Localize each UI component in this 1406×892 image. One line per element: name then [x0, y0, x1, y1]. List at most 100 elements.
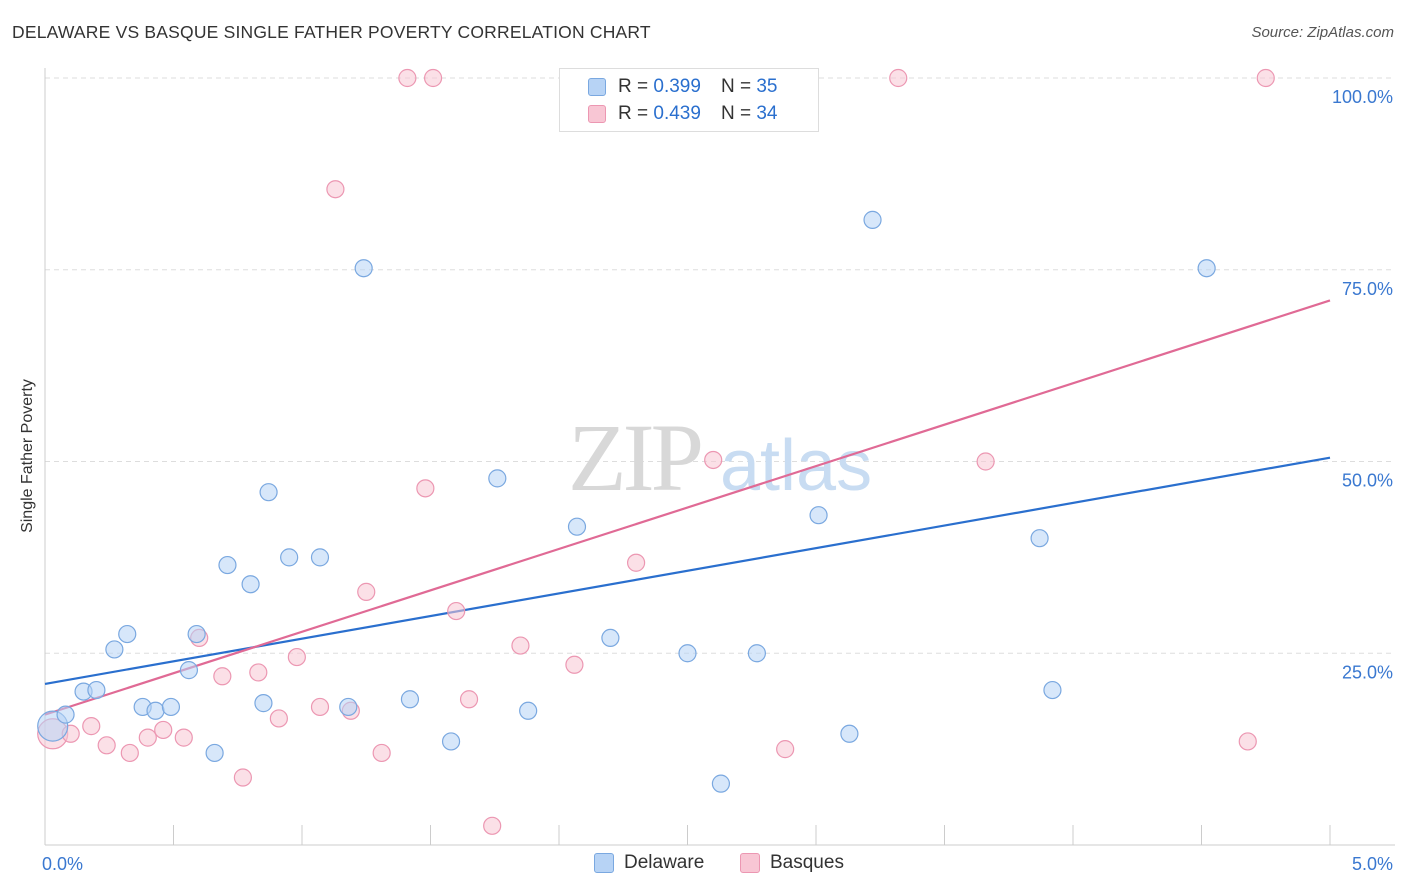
- basques-point: [233, 768, 252, 787]
- basques-point: [416, 479, 435, 498]
- basques-point: [372, 743, 391, 763]
- delaware-point: [601, 628, 620, 648]
- basques-point: [776, 740, 795, 759]
- source-label: Source: ZipAtlas.com: [1251, 24, 1394, 41]
- basques-point: [213, 667, 232, 686]
- delaware-point: [254, 694, 273, 713]
- legend-row-basques: R = 0.439 N = 34: [588, 102, 777, 126]
- delaware-point: [161, 697, 181, 717]
- delaware-point: [280, 548, 299, 567]
- legend-label-delaware: Delaware: [624, 852, 705, 873]
- delaware-point: [218, 555, 237, 575]
- basques-swatch: [740, 853, 760, 873]
- basques-point: [174, 728, 193, 747]
- watermark: ZIP atlas: [568, 404, 872, 511]
- delaware-point: [241, 575, 260, 594]
- basques-swatch: [588, 105, 606, 123]
- legend-label-basques: Basques: [770, 852, 844, 873]
- basques-point: [704, 450, 723, 470]
- delaware-point: [187, 624, 206, 644]
- basques-point: [269, 709, 288, 728]
- delaware-point: [1030, 529, 1049, 548]
- y-axis-label: Single Father Poverty: [19, 379, 36, 533]
- delaware-point: [678, 644, 697, 663]
- grid-layer: [45, 77, 1395, 654]
- legend-item-delaware[interactable]: Delaware: [594, 852, 704, 874]
- y-tick-label: 25.0%: [1342, 662, 1393, 682]
- delaware-point: [205, 743, 224, 763]
- delaware-point: [87, 680, 106, 700]
- r-label: R =: [618, 103, 649, 124]
- legend-row-delaware: R = 0.399 N = 35: [588, 75, 777, 99]
- delaware-swatch: [594, 853, 614, 873]
- basques-point: [357, 582, 376, 601]
- chart-title: DELAWARE VS BASQUE SINGLE FATHER POVERTY…: [12, 22, 651, 42]
- basques-point: [398, 68, 417, 88]
- basques-point: [565, 655, 584, 674]
- legend-item-basques[interactable]: Basques: [740, 852, 844, 874]
- delaware-swatch: [588, 78, 606, 96]
- series-legend: Delaware Basques: [0, 852, 1406, 876]
- delaware-point: [56, 705, 75, 724]
- y-tick-label: 50.0%: [1342, 471, 1393, 491]
- delaware-point: [567, 517, 587, 536]
- delaware-point: [840, 724, 859, 743]
- points-layer: [37, 68, 1275, 835]
- basques-point: [249, 663, 268, 682]
- delaware-point: [747, 644, 766, 663]
- delaware-point: [146, 701, 165, 720]
- y-tick-label: 75.0%: [1342, 279, 1393, 299]
- delaware-point: [1197, 259, 1216, 278]
- delaware-point: [259, 483, 278, 502]
- r-value: 0.439: [653, 103, 701, 124]
- delaware-point: [488, 469, 507, 488]
- basques-point: [976, 452, 995, 471]
- basques-point: [82, 717, 101, 736]
- delaware-point: [339, 697, 358, 717]
- x-tick-label: 5.0%: [1352, 854, 1393, 874]
- n-label: N =: [720, 76, 752, 97]
- basques-point: [1238, 732, 1257, 751]
- basques-point: [326, 180, 345, 199]
- basques-point: [447, 601, 466, 621]
- delaware-point: [441, 732, 461, 751]
- basques-point: [310, 697, 330, 717]
- watermark-atlas: atlas: [720, 426, 872, 506]
- basques-trend-line: [44, 299, 1331, 716]
- basques-point: [423, 68, 443, 88]
- delaware-point: [354, 259, 373, 278]
- delaware-point: [179, 661, 199, 680]
- basques-point: [1256, 68, 1275, 88]
- r-label: R =: [618, 76, 649, 97]
- basques-point: [626, 553, 646, 572]
- delaware-point: [711, 774, 731, 793]
- delaware-point: [400, 690, 420, 709]
- delaware-point: [863, 210, 882, 229]
- y-tick-label: 100.0%: [1332, 87, 1393, 107]
- trend-layer: [44, 299, 1331, 716]
- watermark-zip: ZIP: [568, 404, 701, 511]
- correlation-legend: R = 0.399 N = 35 R = 0.439 N = 34: [559, 68, 819, 132]
- basques-point: [138, 728, 157, 747]
- delaware-point: [519, 701, 538, 720]
- basques-point: [287, 647, 306, 667]
- basques-point: [889, 68, 908, 88]
- basques-point: [511, 636, 530, 655]
- delaware-point: [1043, 680, 1062, 700]
- basques-point: [459, 690, 479, 709]
- delaware-point: [118, 624, 137, 644]
- delaware-point: [809, 506, 828, 525]
- delaware-point: [310, 548, 330, 567]
- n-value: 35: [756, 76, 778, 97]
- tick-label-layer: 25.0% 50.0% 75.0% 100.0% 0.0% 5.0%: [42, 87, 1393, 874]
- basques-point: [97, 736, 116, 755]
- x-tick-label: 0.0%: [42, 854, 83, 874]
- delaware-point: [105, 640, 124, 659]
- basques-point: [120, 743, 139, 763]
- n-value: 34: [756, 103, 778, 124]
- basques-point: [154, 720, 173, 740]
- r-value: 0.399: [653, 76, 701, 97]
- n-label: N =: [720, 103, 752, 124]
- basques-point: [483, 816, 502, 835]
